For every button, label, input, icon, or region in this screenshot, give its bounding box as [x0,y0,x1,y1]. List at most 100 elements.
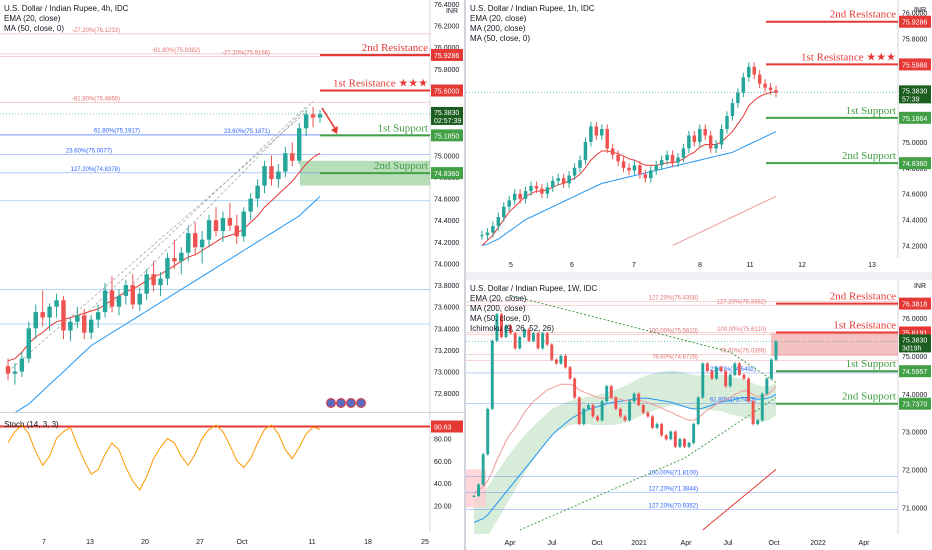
weekly-indicator-ema: EMA (20, close) [470,294,527,303]
stoch-y-tick: 60.00 [434,459,452,466]
candle [577,396,581,426]
candle [123,279,129,305]
candle [774,340,778,362]
candle [673,430,677,449]
x-tick-label: Oct [769,540,780,547]
candle [692,422,696,445]
x-tick-label: Apr [859,540,871,547]
four-hour-indicator-ema: EMA (20, close) [4,14,61,23]
stoch-chart[interactable]: 80.00 60.00 40.00 20.00 90.63 [0,412,464,532]
candle [618,407,622,418]
support-price-tag-text: 73.7370 [902,402,927,409]
y-tick-label: 75.0000 [902,140,927,147]
candle [509,324,513,335]
candle [582,407,586,426]
candle [540,184,544,199]
y-tick-label: 73.2000 [434,348,459,355]
x-tick-label: 2022 [810,540,826,547]
candle [495,312,499,343]
candle [752,62,756,80]
x-tick-label: 11 [308,539,315,546]
y-tick-label: 74.2000 [434,240,459,247]
y-tick-label: 73.0000 [434,370,459,377]
weekly-legend: U.S. Dollar / Indian Rupee, 1W, IDC EMA … [470,284,597,334]
candle [616,150,620,166]
candle [670,150,675,168]
y-tick-label: 72.8000 [434,391,459,398]
candle [710,369,714,380]
candle [241,207,246,242]
candle [472,494,476,498]
candle [75,306,80,329]
candle [605,124,609,153]
candle [95,304,101,329]
candle [480,230,484,240]
candle [774,85,778,98]
fib-label: 100.00%(75.5610) [649,329,698,335]
x-tick-label: 13 [86,539,94,546]
economic-event-icon [346,398,356,408]
one-hour-chart[interactable]: INR76.000075.800075.600075.400075.200075… [466,0,932,258]
currency-label: INR [446,8,458,15]
ichimoku-cloud-red [466,469,486,508]
y-tick-label: 71.0000 [902,505,927,512]
trend-line [7,111,307,372]
candle [283,146,288,177]
currency-label: INR [914,7,926,14]
weekly-chart[interactable]: INR 76.0000 75.0000 74.0000 73.0000 72.0000 71… [466,280,932,534]
candle [756,418,760,426]
resistance-price-tag [899,58,931,71]
resistance-level-label: 1st Resistance ★★★ [801,51,896,63]
fib-label: 127.20%(71.3844) [649,487,698,493]
trend-line [519,397,777,531]
x-tick-label: 13 [868,262,876,269]
stoch-level-tag [431,420,463,433]
candle [144,268,149,301]
y-tick-label: 73.0000 [902,430,927,437]
candle [499,312,503,339]
y-tick-label: 75.0000 [434,153,459,160]
trend-line [70,106,307,329]
candle [583,137,588,165]
support-price-tag [899,157,931,170]
candle [54,293,59,318]
current-price-tag [899,85,931,104]
candle [660,422,664,437]
ichimoku-cloud [474,370,776,534]
stoch-legend: Stoch (14, 3, 3) [4,420,59,430]
fib-label: -27.20%(76.1233) [72,28,120,34]
candle [151,261,156,292]
x-tick-label: 5 [509,262,513,269]
stoch-panel[interactable]: 80.00 60.00 40.00 20.00 90.63 Stoch (14, 3, … [0,412,464,532]
candle [768,83,773,95]
one-hour-chart-panel[interactable]: INR76.000075.800075.600075.400075.200075… [466,0,932,258]
ema-20-line [7,152,321,362]
ma-200-line [672,195,777,246]
candle [109,276,115,313]
x-tick-label: 18 [364,539,372,546]
candle [165,252,170,286]
y-tick-label: 76.0000 [902,316,927,323]
x-tick-label: 2021 [631,540,647,547]
candle [687,130,691,153]
support-price-tag [899,397,931,410]
candle [643,169,648,183]
economic-event-icon [326,398,336,408]
x-tick-label: Jul [548,540,557,547]
candle [741,72,746,98]
support-price-tag-text: 75.1864 [902,116,927,123]
y-tick-label: 73.6000 [434,305,459,312]
resistance-level-label: 2nd Resistance [830,291,896,303]
candle [589,121,593,147]
fib-label: 78.60%(75.0389) [720,348,766,354]
countdown-text: 3d19h [902,345,922,352]
candle [737,362,741,377]
candle [536,331,540,350]
candle [491,221,495,238]
candle [728,373,732,388]
weekly-chart-panel[interactable]: INR 76.0000 75.0000 74.0000 73.0000 72.0000 71… [466,280,932,534]
candle [496,212,501,231]
y-tick-label: 74.6000 [902,192,927,199]
